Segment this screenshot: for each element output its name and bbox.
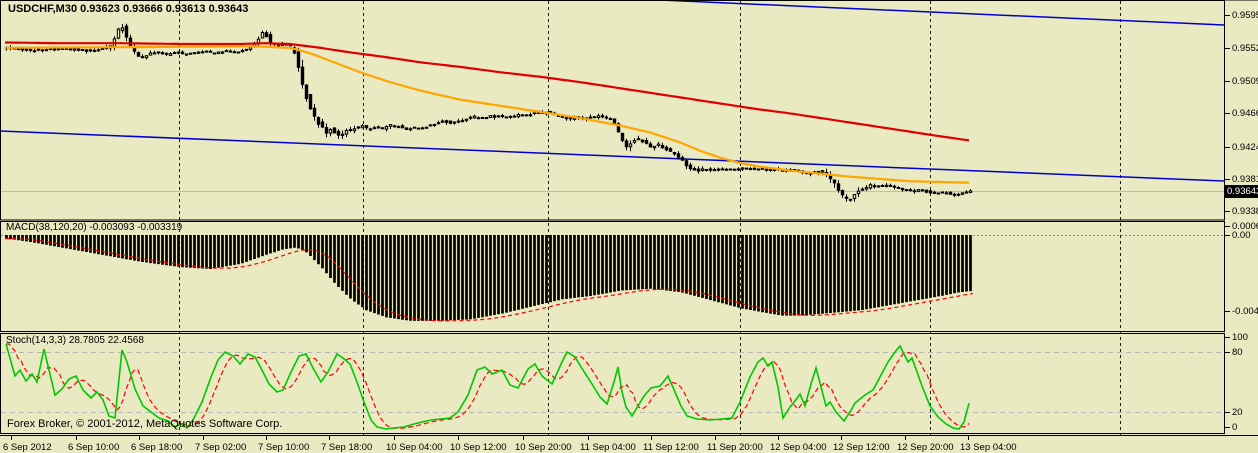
stoch-d-line bbox=[6, 343, 970, 429]
price-axis-label: 0.94660 bbox=[1232, 108, 1258, 119]
time-axis-label: 11 Sep 12:00 bbox=[643, 442, 699, 453]
time-axis-label: 6 Sep 2012 bbox=[3, 442, 52, 453]
time-axis-label: 10 Sep 12:00 bbox=[450, 442, 507, 453]
time-axis-label: 6 Sep 18:00 bbox=[131, 442, 183, 453]
price-axis-label: 0.95950 bbox=[1232, 10, 1258, 21]
macd-indicator-label: MACD(38,120,20) -0.003093 -0.003319 bbox=[6, 222, 183, 233]
time-axis-label: 10 Sep 20:00 bbox=[515, 442, 572, 453]
time-axis-label: 6 Sep 10:00 bbox=[68, 442, 120, 453]
stoch-k-line bbox=[5, 343, 970, 430]
time-axis-label: 7 Sep 10:00 bbox=[258, 442, 310, 453]
time-axis-label: 10 Sep 04:00 bbox=[386, 442, 443, 453]
time-axis-label: 12 Sep 20:00 bbox=[897, 442, 954, 453]
broker-copyright: Forex Broker, © 2001-2012, MetaQuotes So… bbox=[7, 418, 283, 430]
macd-histogram bbox=[5, 235, 972, 321]
time-axis-label: 11 Sep 04:00 bbox=[580, 442, 636, 453]
price-axis-label: 0.93380 bbox=[1232, 206, 1258, 217]
price-axis[interactable]: 0.95950 0.95520 0.95090 0.94660 0.94240 0.938… bbox=[1224, 0, 1258, 436]
axis-tick-marks bbox=[11, 15, 1230, 440]
macd-axis-label: -0.004245 bbox=[1232, 306, 1258, 317]
stoch-indicator-label: Stoch(14,3,3) 28.7805 22.4568 bbox=[6, 335, 144, 346]
pane-borders bbox=[0, 0, 1258, 436]
macd-axis-label: 0.00 bbox=[1232, 230, 1251, 241]
price-axis-label: 0.94240 bbox=[1232, 142, 1258, 153]
price-axis-label: 0.93810 bbox=[1232, 174, 1258, 185]
stoch-axis-label: 100 bbox=[1232, 332, 1248, 343]
quote-header: USDCHF,M30 0.93623 0.93666 0.93613 0.936… bbox=[8, 3, 249, 15]
time-axis-label: 12 Sep 04:00 bbox=[770, 442, 827, 453]
time-axis-label: 11 Sep 20:00 bbox=[707, 442, 763, 453]
lower-trendline[interactable] bbox=[0, 130, 1225, 182]
stoch-axis-label: 80 bbox=[1232, 347, 1243, 358]
stoch-axis-label: 20 bbox=[1232, 407, 1243, 418]
orange-ma-line bbox=[5, 45, 970, 184]
current-price-tag: 0.93643 bbox=[1224, 185, 1258, 198]
time-axis-label: 7 Sep 02:00 bbox=[195, 442, 247, 453]
macd-signal-line bbox=[5, 238, 974, 322]
stoch-axis-label: 0 bbox=[1232, 422, 1238, 433]
time-axis-label: 12 Sep 12:00 bbox=[833, 442, 890, 453]
price-axis-label: 0.95520 bbox=[1232, 43, 1258, 54]
macd-axis-label: 0.000675 bbox=[1232, 221, 1258, 232]
day-separator-lines bbox=[179, 1, 1121, 435]
red-ma-line bbox=[5, 41, 970, 142]
upper-trendline[interactable] bbox=[659, 0, 1225, 26]
time-axis[interactable]: 6 Sep 2012 6 Sep 10:00 6 Sep 18:00 7 Sep 02… bbox=[0, 436, 1258, 453]
price-axis-label: 0.95090 bbox=[1232, 76, 1258, 87]
time-axis-label: 13 Sep 04:00 bbox=[960, 442, 1017, 453]
time-axis-label: 7 Sep 18:00 bbox=[321, 442, 373, 453]
